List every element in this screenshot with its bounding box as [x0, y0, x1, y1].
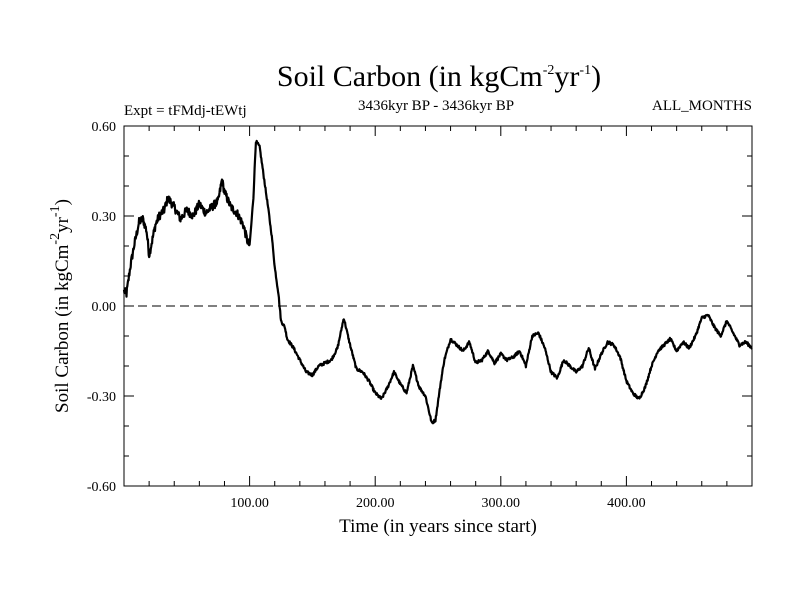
months-label: ALL_MONTHS: [652, 98, 752, 114]
soil-carbon-series-line: [122, 139, 753, 425]
chart-title: Soil Carbon (in kgCm-2yr-1): [277, 60, 601, 93]
y-tick-label: -0.30: [87, 390, 116, 405]
x-tick-label: 200.00: [356, 496, 395, 511]
y-tick-label: 0.30: [92, 210, 117, 225]
y-tick-label: -0.60: [87, 480, 116, 495]
x-axis: 100.00 200.00 300.00 400.00: [148, 126, 728, 511]
x-tick-label: 100.00: [230, 496, 269, 511]
x-tick-label: 300.00: [482, 496, 521, 511]
y-tick-label: 0.60: [92, 120, 117, 135]
x-tick-label: 400.00: [607, 496, 646, 511]
y-axis: 0.60 0.30 0.00 -0.30 -0.60: [87, 120, 752, 495]
x-axis-label: Time (in years since start): [339, 516, 537, 537]
period-label: 3436kyr BP - 3436kyr BP: [358, 98, 514, 114]
expt-label: Expt = tFMdj-tEWtj: [124, 103, 247, 119]
y-axis-label: Soil Carbon (in kgCm-2yr-1): [48, 199, 73, 413]
y-tick-label: 0.00: [92, 300, 117, 315]
